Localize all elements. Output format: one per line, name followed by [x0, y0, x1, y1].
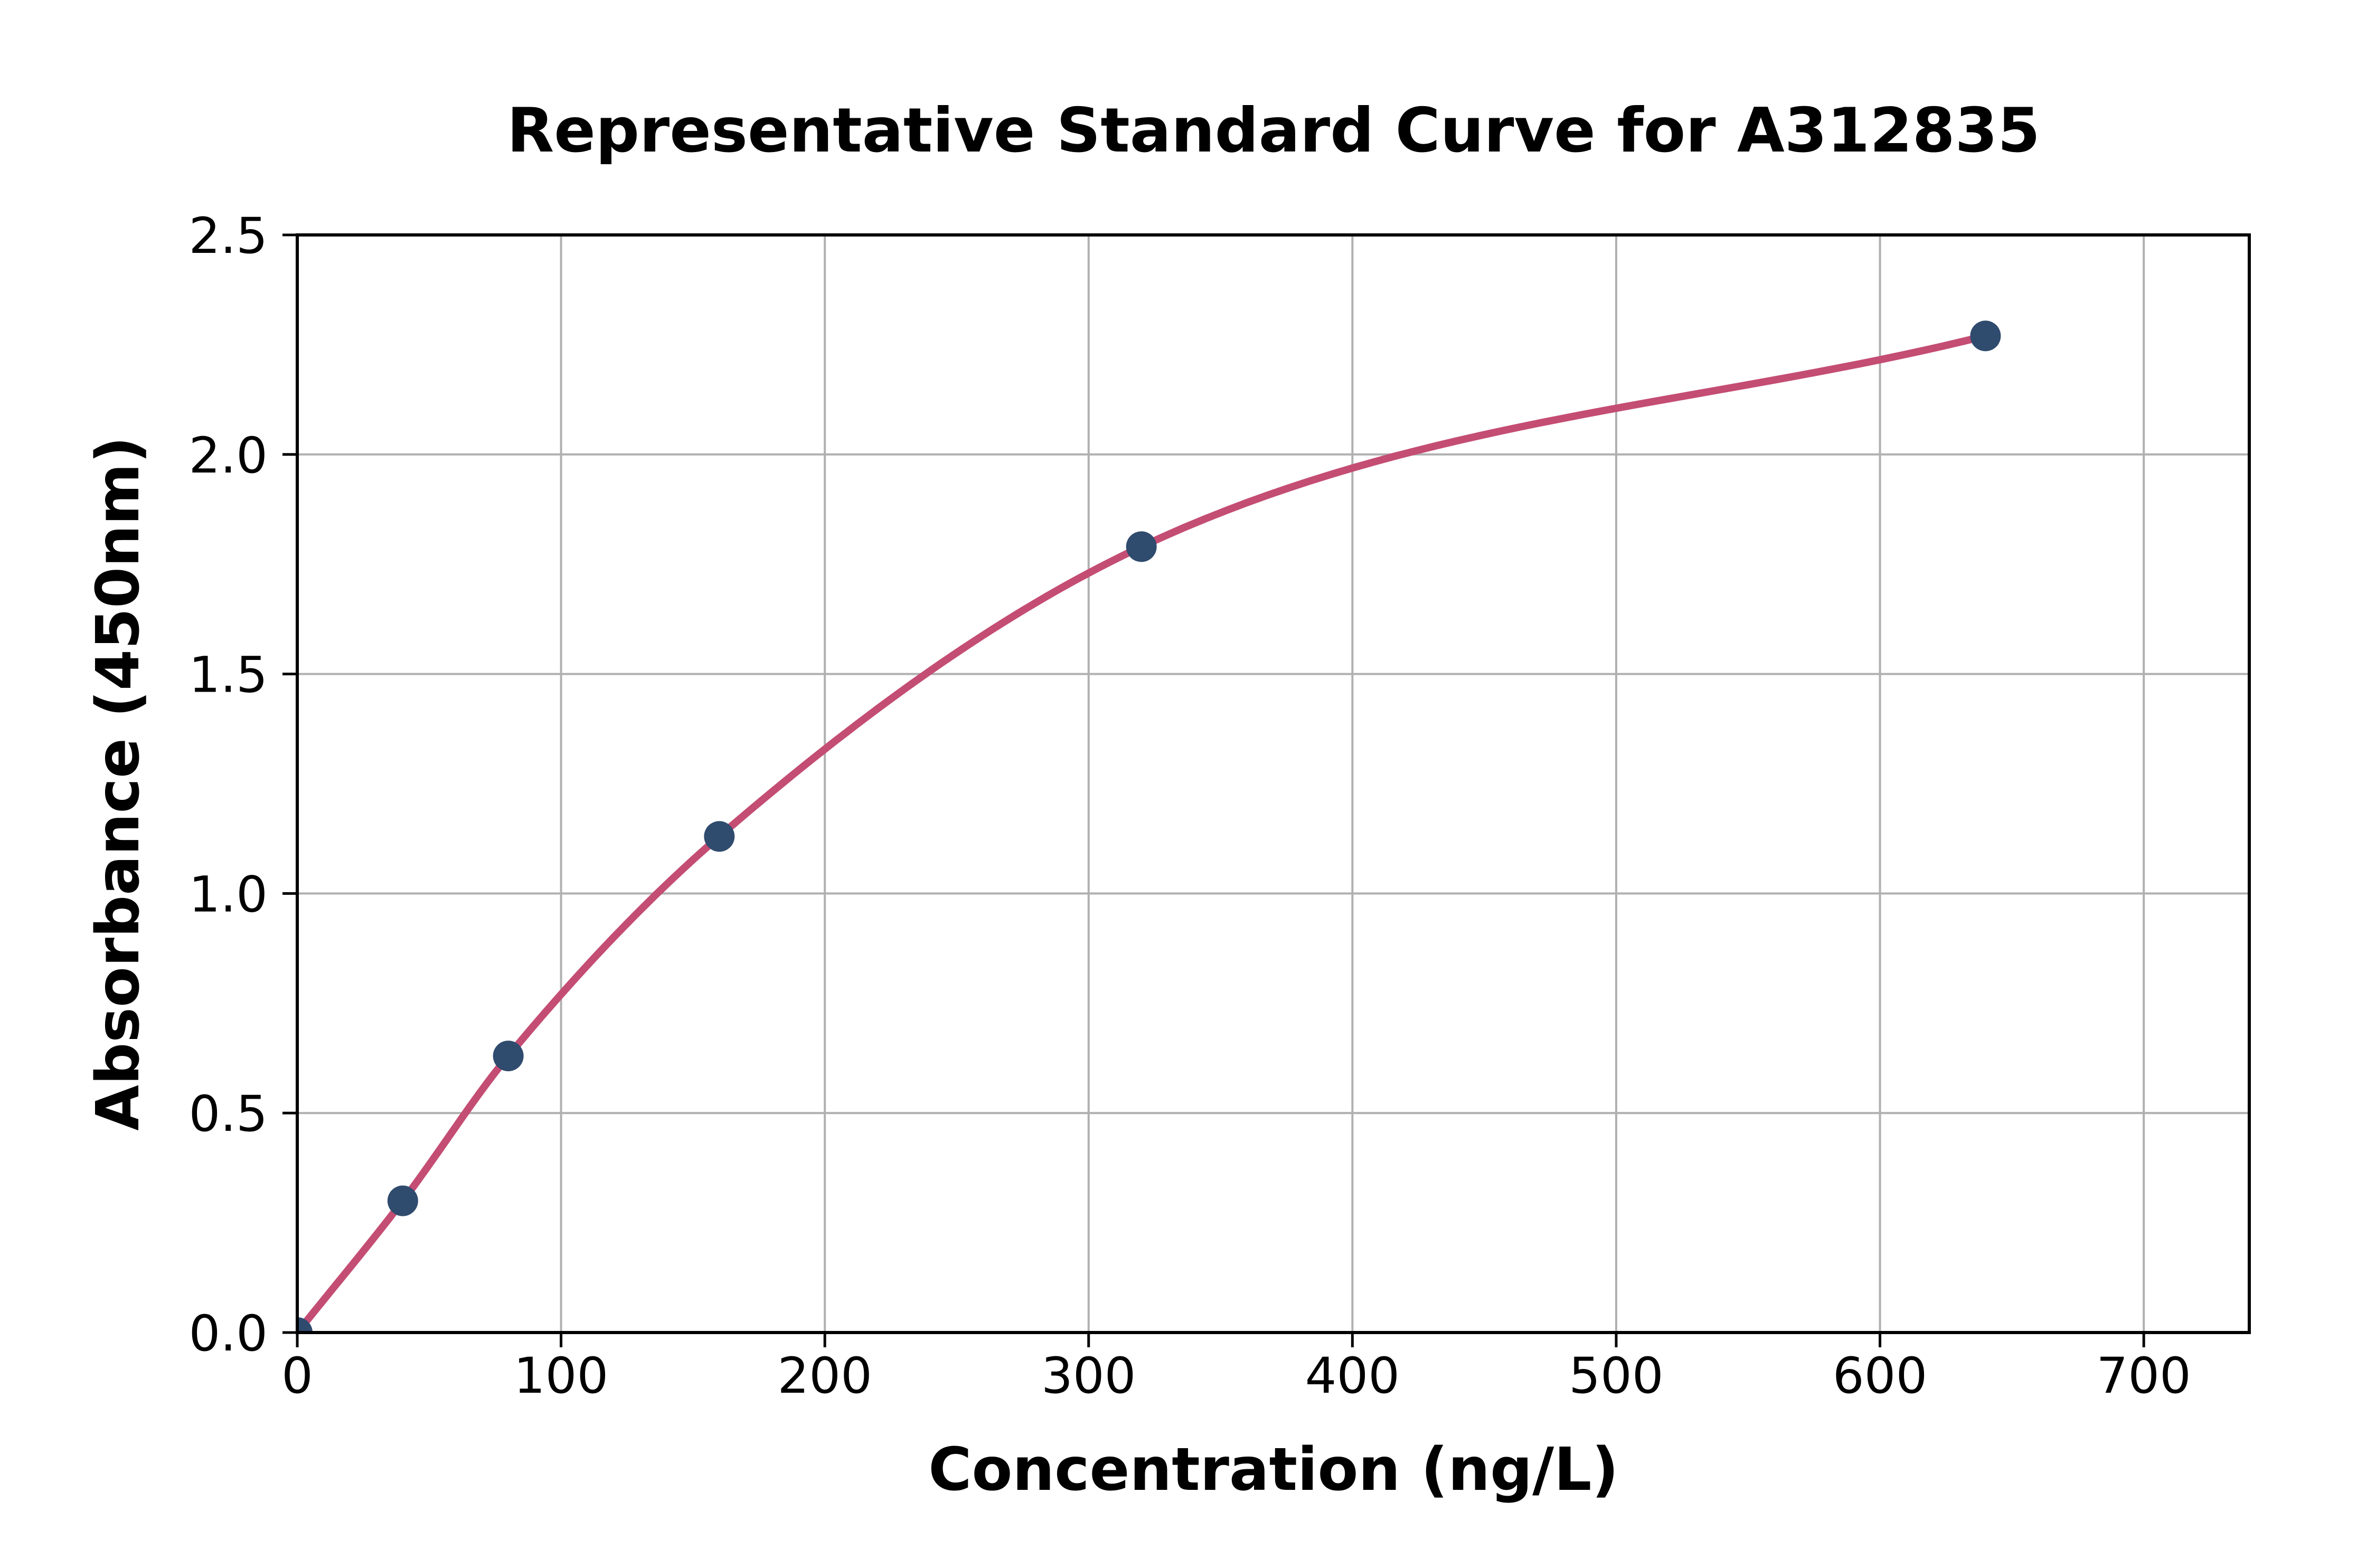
tick-label-x-700: 700	[2096, 1347, 2191, 1405]
tick-label-y-2: 2.0	[189, 427, 268, 485]
data-point-0	[297, 1317, 313, 1333]
tick-label-x-500: 500	[1569, 1347, 1663, 1405]
data-point-3	[704, 821, 735, 852]
tick-label-x-200: 200	[777, 1347, 872, 1405]
tick-label-y-1.5: 1.5	[189, 647, 268, 704]
tick-label-x-0: 0	[281, 1347, 313, 1405]
chart-title: Representative Standard Curve for A31283…	[507, 95, 2040, 166]
tick-label-y-2.5: 2.5	[189, 207, 268, 265]
plot-area: 0 100 200 300 400 500 600 700 0.0 0.5 1.0 1.5 2.0 2.5	[189, 207, 2251, 1405]
tick-label-x-100: 100	[514, 1347, 608, 1405]
tick-label-y-0: 0.0	[189, 1305, 268, 1363]
tick-label-x-600: 600	[1833, 1347, 1927, 1405]
plot-border	[296, 233, 2251, 1334]
fit-curve	[297, 332, 1990, 1333]
tick-label-x-300: 300	[1041, 1347, 1136, 1405]
data-point-1	[387, 1185, 418, 1216]
tick-label-x-400: 400	[1305, 1347, 1400, 1405]
tick-label-y-0.5: 0.5	[189, 1085, 268, 1143]
data-point-5	[1970, 320, 2001, 352]
data-point-4	[1126, 531, 1157, 562]
tick-label-y-1: 1.0	[189, 866, 268, 923]
y-axis-label: Absorbance (450nm)	[84, 436, 153, 1130]
x-axis-label: Concentration (ng/L)	[928, 1435, 1618, 1504]
data-point-2	[493, 1041, 524, 1072]
